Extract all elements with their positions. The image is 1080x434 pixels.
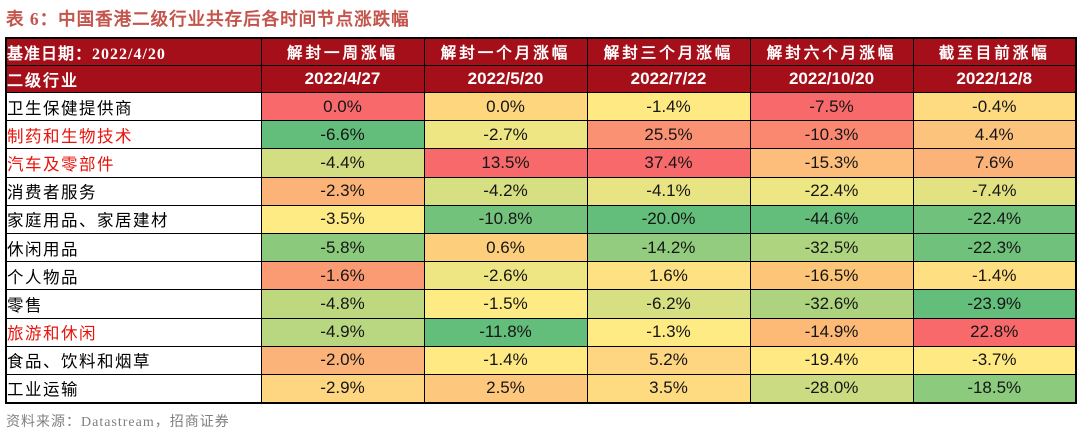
pct-change-cell: -1.6%	[260, 261, 425, 291]
industry-name: 消费者服务	[5, 176, 262, 206]
header-base-date: 基准日期：2022/4/20	[5, 37, 262, 66]
pct-change-cell: 0.0%	[423, 91, 588, 122]
header-date-cell: 2022/10/20	[749, 65, 914, 93]
pct-change-cell: -19.4%	[749, 345, 914, 375]
pct-change-cell: 25.5%	[586, 120, 751, 150]
pct-change-cell: -32.5%	[749, 232, 914, 263]
pct-change-cell: -10.8%	[423, 204, 588, 234]
pct-change-cell: -20.0%	[586, 204, 751, 234]
pct-change-cell: 0.6%	[423, 232, 588, 263]
pct-change-cell: -14.2%	[586, 232, 751, 263]
table-row: 工业运输 -2.9% 2.5% 3.5% -28.0% -18.5%	[5, 373, 1077, 404]
pct-change-cell: -44.6%	[749, 204, 914, 234]
table-row: 卫生保健提供商 0.0% 0.0% -1.4% -7.5% -0.4%	[5, 91, 1077, 122]
header-period-cell: 解封一个月涨幅	[423, 37, 588, 66]
table-row: 休闲用品 -5.8% 0.6% -14.2% -32.5% -22.3%	[5, 232, 1077, 263]
table-row: 旅游和休闲 -4.9% -11.8% -1.3% -14.9% 22.8%	[5, 317, 1077, 347]
pct-change-cell: -1.4%	[586, 91, 751, 122]
pct-change-cell: -6.6%	[260, 120, 425, 150]
pct-change-cell: 2.5%	[423, 373, 588, 404]
table-title: 表 6：中国香港二级行业共存后各时间节点涨跌幅	[6, 9, 410, 29]
table-row: 食品、饮料和烟草 -2.0% -1.4% 5.2% -19.4% -3.7%	[5, 345, 1077, 375]
pct-change-cell: -2.3%	[260, 176, 425, 206]
header-row-dates: 二级行业 2022/4/27 2022/5/20 2022/7/22 2022/10/…	[5, 65, 1077, 93]
pct-change-cell: -28.0%	[749, 373, 914, 404]
table-row: 消费者服务 -2.3% -4.2% -4.1% -22.4% -7.4%	[5, 176, 1077, 206]
pct-change-cell: -2.9%	[260, 373, 425, 404]
header-period-cell: 解封一周涨幅	[260, 37, 425, 66]
header-date-cell: 2022/7/22	[586, 65, 751, 93]
pct-change-cell: -3.5%	[260, 204, 425, 234]
pct-change-cell: -14.9%	[749, 317, 914, 347]
table-row: 家庭用品、家居建材 -3.5% -10.8% -20.0% -44.6% -22.4%	[5, 204, 1077, 234]
pct-change-cell: 13.5%	[423, 148, 588, 178]
pct-change-cell: -1.3%	[586, 317, 751, 347]
pct-change-cell: 37.4%	[586, 148, 751, 178]
industry-name: 工业运输	[5, 373, 262, 404]
industry-name: 家庭用品、家居建材	[5, 204, 262, 234]
header-period-cell: 解封三个月涨幅	[586, 37, 751, 66]
pct-change-cell: -4.4%	[260, 148, 425, 178]
table-row: 制药和生物技术 -6.6% -2.7% 25.5% -10.3% 4.4%	[5, 120, 1077, 150]
industry-name: 休闲用品	[5, 232, 262, 263]
header-date-cell: 2022/5/20	[423, 65, 588, 93]
pct-change-cell: -7.5%	[749, 91, 914, 122]
pct-change-cell: -2.0%	[260, 345, 425, 375]
industry-name: 旅游和休闲	[5, 317, 262, 347]
industry-name: 食品、饮料和烟草	[5, 345, 262, 375]
pct-change-cell: -23.9%	[912, 289, 1077, 319]
pct-change-cell: -15.3%	[749, 148, 914, 178]
table-row: 零售 -4.8% -1.5% -6.2% -32.6% -23.9%	[5, 289, 1077, 319]
pct-change-cell: -1.5%	[423, 289, 588, 319]
pct-change-cell: 4.4%	[912, 120, 1077, 150]
table-header: 基准日期：2022/4/20 解封一周涨幅 解封一个月涨幅 解封三个月涨幅 解封六个月…	[5, 37, 1077, 93]
pct-change-cell: -2.6%	[423, 261, 588, 291]
table-row: 汽车及零部件 -4.4% 13.5% 37.4% -15.3% 7.6%	[5, 148, 1077, 178]
header-date-cell: 2022/12/8	[912, 65, 1077, 93]
pct-change-cell: -11.8%	[423, 317, 588, 347]
pct-change-cell: -7.4%	[912, 176, 1077, 206]
pct-change-cell: -2.7%	[423, 120, 588, 150]
pct-change-cell: -32.6%	[749, 289, 914, 319]
heatmap-table: 基准日期：2022/4/20 解封一周涨幅 解封一个月涨幅 解封三个月涨幅 解封六个月…	[5, 37, 1077, 405]
pct-change-cell: -22.4%	[749, 176, 914, 206]
header-period-cell: 解封六个月涨幅	[749, 37, 914, 66]
pct-change-cell: -1.4%	[423, 345, 588, 375]
pct-change-cell: -10.3%	[749, 120, 914, 150]
pct-change-cell: 5.2%	[586, 345, 751, 375]
pct-change-cell: -18.5%	[912, 373, 1077, 404]
pct-change-cell: -22.4%	[912, 204, 1077, 234]
industry-name: 卫生保健提供商	[5, 91, 262, 122]
pct-change-cell: -1.4%	[912, 261, 1077, 291]
pct-change-cell: -4.1%	[586, 176, 751, 206]
header-period-cell: 截至目前涨幅	[912, 37, 1077, 66]
pct-change-cell: -3.7%	[912, 345, 1077, 375]
industry-name: 制药和生物技术	[5, 120, 262, 150]
industry-name: 个人物品	[5, 261, 262, 291]
pct-change-cell: 0.0%	[260, 91, 425, 122]
header-row-periods: 基准日期：2022/4/20 解封一周涨幅 解封一个月涨幅 解封三个月涨幅 解封六个月…	[5, 37, 1077, 66]
pct-change-cell: 1.6%	[586, 261, 751, 291]
table-row: 个人物品 -1.6% -2.6% 1.6% -16.5% -1.4%	[5, 261, 1077, 291]
pct-change-cell: 7.6%	[912, 148, 1077, 178]
pct-change-cell: -22.3%	[912, 232, 1077, 263]
pct-change-cell: -6.2%	[586, 289, 751, 319]
table-body: 卫生保健提供商 0.0% 0.0% -1.4% -7.5% -0.4% 制药和生物技术 -6.…	[5, 91, 1077, 404]
pct-change-cell: -0.4%	[912, 91, 1077, 122]
pct-change-cell: -4.8%	[260, 289, 425, 319]
industry-name: 汽车及零部件	[5, 148, 262, 178]
pct-change-cell: 22.8%	[912, 317, 1077, 347]
header-date-cell: 2022/4/27	[260, 65, 425, 93]
pct-change-cell: -5.8%	[260, 232, 425, 263]
pct-change-cell: -4.2%	[423, 176, 588, 206]
pct-change-cell: 3.5%	[586, 373, 751, 404]
industry-name: 零售	[5, 289, 262, 319]
header-industry-label: 二级行业	[5, 65, 262, 93]
pct-change-cell: -16.5%	[749, 261, 914, 291]
source-note: 资料来源：Datastream，招商证券	[6, 415, 230, 431]
pct-change-cell: -4.9%	[260, 317, 425, 347]
